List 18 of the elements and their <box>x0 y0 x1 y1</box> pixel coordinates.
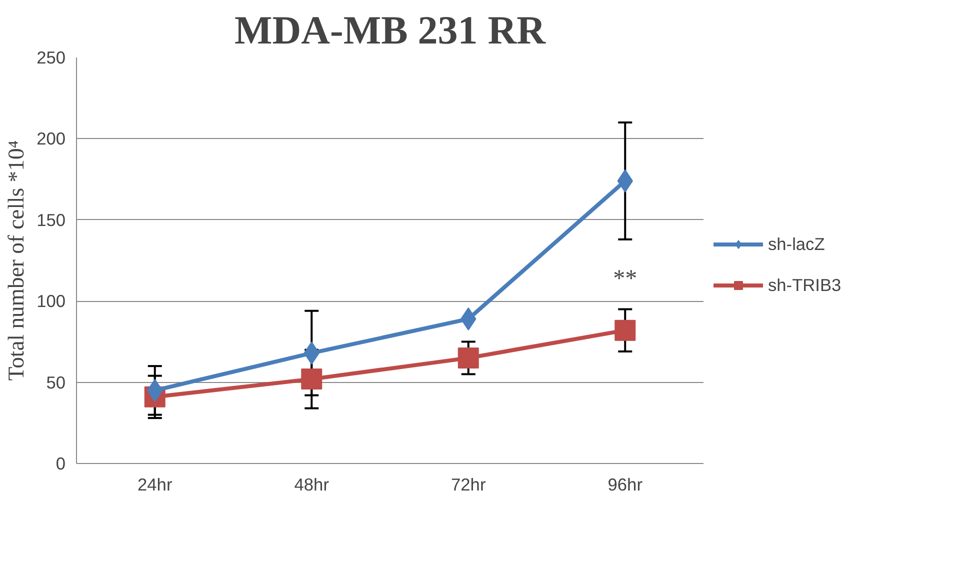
point <box>614 320 636 341</box>
y-tick-label: 50 <box>46 372 66 392</box>
y-tick-label: 100 <box>36 291 66 312</box>
y-tick-label: 150 <box>36 210 66 230</box>
x-tick-label: 72hr <box>451 474 486 494</box>
x-tick-label: 48hr <box>294 474 330 494</box>
y-axis-title: Total number of cells *10⁴ <box>4 140 29 381</box>
chart-title: MDA-MB 231 RR <box>234 8 547 52</box>
y-tick-label: 200 <box>36 128 66 149</box>
legend-label: sh-TRIB3 <box>768 274 842 296</box>
legend-label: sh-lacZ <box>768 234 825 254</box>
point <box>301 368 322 390</box>
annotation: ** <box>613 266 638 292</box>
y-tick-label: 0 <box>56 454 66 474</box>
x-tick-label: 24hr <box>138 474 172 494</box>
y-tick-label: 250 <box>36 48 66 68</box>
point <box>458 347 479 368</box>
x-tick-label: 96hr <box>608 474 643 494</box>
